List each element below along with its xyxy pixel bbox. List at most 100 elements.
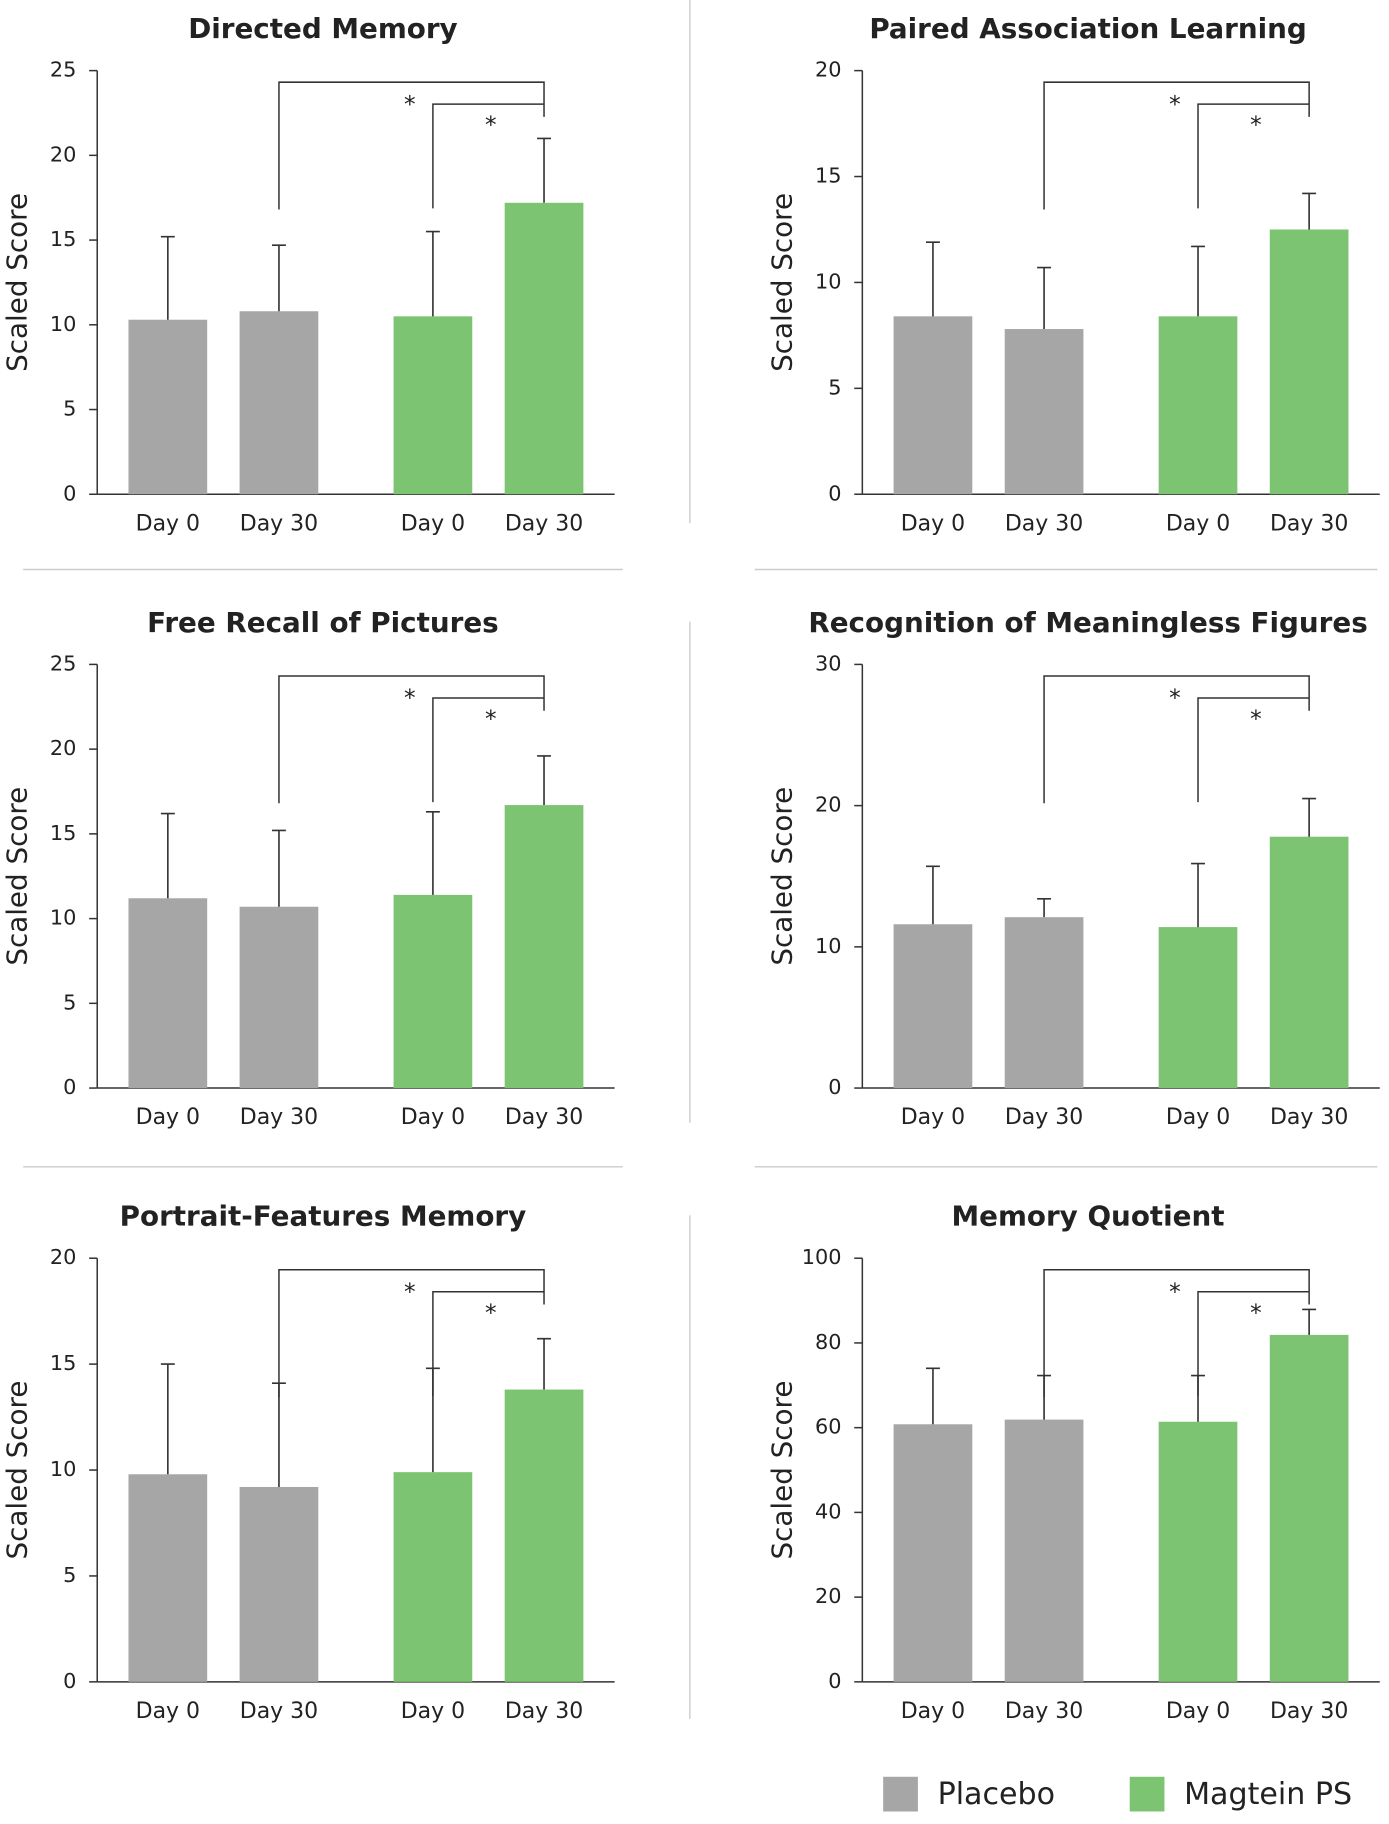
- error-bar: [537, 137, 551, 203]
- bar: [1004, 917, 1084, 1089]
- legend: Placebo Magtein PS: [883, 1776, 1352, 1812]
- error-bar: [1037, 898, 1052, 918]
- bar: [1269, 836, 1349, 1089]
- chart-panel: Free Recall of Pictures Scaled Score 0 5 10 1…: [1, 606, 615, 1130]
- error-bar: [1302, 797, 1317, 837]
- y-tick-label: 40: [815, 1499, 842, 1523]
- y-tick-label: 5: [63, 1563, 76, 1587]
- bar: [893, 1424, 973, 1682]
- y-tick-label: 25: [50, 58, 77, 82]
- significance-bracket: [432, 103, 545, 209]
- bar: [1004, 1419, 1084, 1682]
- x-tick-label: Day 0: [1166, 1699, 1230, 1724]
- x-tick-label: Day 30: [240, 1699, 318, 1724]
- bar: [239, 906, 319, 1089]
- legend-swatch: [1129, 1776, 1165, 1812]
- significance-bracket: [432, 1291, 545, 1396]
- x-tick-label: Day 30: [1005, 1699, 1083, 1724]
- legend-label: Magtein PS: [1184, 1777, 1352, 1812]
- error-bar: [160, 812, 175, 899]
- legend-label: Placebo: [938, 1777, 1055, 1812]
- significance-bracket: [1043, 675, 1310, 804]
- x-tick-label: Day 0: [401, 1699, 465, 1724]
- y-tick-label: 60: [815, 1415, 842, 1439]
- y-tick-label: 5: [63, 397, 76, 421]
- y-tick-label: 25: [50, 651, 77, 675]
- bar: [504, 202, 584, 495]
- chart-panel: Recognition of Meaningless Figures Scaled…: [766, 606, 1380, 1130]
- y-axis-label: Scaled Score: [766, 787, 799, 966]
- y-axis-label: Scaled Score: [766, 1381, 799, 1560]
- error-bar: [160, 235, 175, 320]
- error-bar: [926, 865, 940, 925]
- y-tick-label: 5: [828, 375, 841, 399]
- y-axis-label: Scaled Score: [766, 193, 799, 372]
- significance-star: *: [1169, 92, 1181, 118]
- x-tick-label: Day 30: [240, 1105, 318, 1130]
- error-bar: [1037, 266, 1052, 330]
- y-axis-label: Scaled Score: [1, 787, 34, 966]
- bar: [893, 316, 973, 495]
- error-bar: [1302, 1308, 1317, 1335]
- legend-swatch: [883, 1776, 918, 1812]
- significance-star: *: [485, 706, 497, 732]
- significance-bracket: [1197, 103, 1310, 209]
- y-tick-label: 15: [50, 1351, 77, 1375]
- x-tick-label: Day 0: [136, 1105, 200, 1130]
- significance-star: *: [1250, 113, 1262, 139]
- significance-star: *: [404, 92, 416, 118]
- significance-bracket: [1043, 81, 1310, 210]
- x-tick-label: Day 0: [1166, 1105, 1230, 1130]
- error-bar: [1191, 245, 1205, 317]
- x-tick-label: Day 0: [401, 511, 465, 536]
- chart-panel: Paired Association Learning Scaled Score 0…: [766, 12, 1380, 536]
- bar: [393, 1472, 473, 1682]
- chart-panel: Portrait-Features Memory Scaled Score 0 5 10…: [1, 1200, 615, 1724]
- bar: [239, 1486, 319, 1682]
- y-tick-label: 100: [802, 1245, 842, 1269]
- bar: [504, 1389, 584, 1682]
- significance-bracket: [1197, 1291, 1310, 1396]
- x-tick-label: Day 30: [1270, 511, 1348, 536]
- chart-title: Directed Memory: [188, 12, 457, 45]
- y-tick-label: 0: [63, 481, 76, 505]
- x-tick-label: Day 0: [136, 511, 200, 536]
- bar: [1158, 927, 1238, 1089]
- y-tick-label: 10: [50, 906, 77, 930]
- y-tick-label: 15: [815, 164, 842, 188]
- y-tick-label: 15: [50, 821, 77, 845]
- x-tick-label: Day 30: [1005, 1105, 1083, 1130]
- x-tick-label: Day 30: [1005, 511, 1083, 536]
- error-bar: [272, 1382, 286, 1487]
- error-bar: [272, 829, 286, 907]
- bar: [504, 805, 584, 1089]
- y-tick-label: 5: [63, 990, 76, 1014]
- bar: [1158, 1421, 1238, 1682]
- bar: [893, 924, 973, 1089]
- error-bar: [537, 755, 551, 806]
- error-bar: [425, 811, 440, 895]
- significance-star: *: [1169, 1279, 1181, 1305]
- error-bar: [1191, 862, 1205, 928]
- significance-bracket: [1197, 697, 1310, 803]
- bar: [128, 319, 208, 495]
- y-tick-label: 0: [63, 1669, 76, 1693]
- y-tick-label: 20: [50, 142, 77, 166]
- y-axis-label: Scaled Score: [1, 1381, 34, 1560]
- x-tick-label: Day 0: [401, 1105, 465, 1130]
- significance-bracket: [1043, 1269, 1310, 1398]
- y-tick-label: 15: [50, 227, 77, 251]
- separators: [23, 0, 1378, 1719]
- y-tick-label: 10: [815, 269, 842, 293]
- chart-panel: Memory Quotient Scaled Score 0 20 40 60 80 100 D…: [766, 1200, 1380, 1724]
- y-tick-label: 20: [815, 793, 842, 817]
- bar: [1269, 1334, 1349, 1682]
- x-tick-label: Day 30: [1270, 1105, 1348, 1130]
- bar: [1269, 229, 1349, 495]
- chart-title: Portrait-Features Memory: [120, 1200, 527, 1233]
- significance-star: *: [1250, 706, 1262, 732]
- chart-title: Memory Quotient: [952, 1200, 1225, 1233]
- y-tick-label: 80: [815, 1330, 842, 1354]
- y-tick-label: 20: [50, 736, 77, 760]
